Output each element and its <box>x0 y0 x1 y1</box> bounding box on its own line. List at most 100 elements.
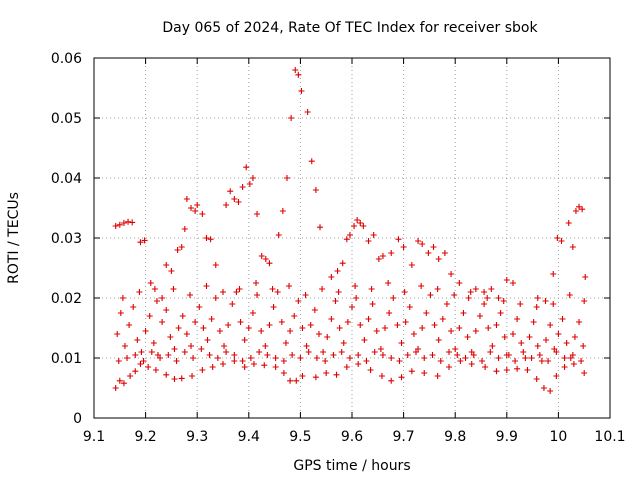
data-point <box>418 283 425 289</box>
data-point <box>231 196 238 202</box>
data-point <box>295 71 302 78</box>
data-point <box>346 355 353 361</box>
data-point <box>388 377 395 384</box>
data-point <box>373 328 380 334</box>
data-point <box>275 232 282 238</box>
data-point <box>485 325 492 331</box>
data-point <box>116 221 123 228</box>
data-point <box>303 343 310 349</box>
data-point <box>460 310 467 316</box>
data-point <box>199 211 206 217</box>
data-point <box>286 283 293 289</box>
data-point <box>192 208 199 214</box>
data-point <box>292 67 299 73</box>
data-point <box>354 217 361 223</box>
data-point <box>572 208 579 214</box>
data-point <box>305 349 312 355</box>
data-point <box>408 262 415 268</box>
data-point <box>514 316 521 322</box>
data-point <box>550 301 557 307</box>
data-point <box>239 358 246 364</box>
data-point <box>344 319 351 325</box>
data-point <box>394 322 401 328</box>
data-point <box>439 316 446 322</box>
data-point <box>200 325 207 331</box>
data-point <box>351 223 358 229</box>
data-point <box>297 355 304 361</box>
x-axis-label: GPS time / hours <box>293 458 410 474</box>
data-point <box>484 295 491 301</box>
data-point <box>134 337 141 343</box>
data-point <box>194 202 201 208</box>
data-point <box>388 250 395 256</box>
data-point <box>168 268 175 274</box>
data-point <box>253 280 260 286</box>
data-point <box>550 271 557 277</box>
data-point <box>223 202 230 208</box>
data-point <box>173 358 180 364</box>
data-point <box>245 325 252 331</box>
data-point <box>239 184 246 190</box>
data-point <box>530 319 537 325</box>
data-point <box>514 365 521 372</box>
data-point <box>545 358 552 364</box>
data-point <box>116 377 123 384</box>
data-point <box>179 313 186 319</box>
data-point <box>349 304 355 310</box>
data-point <box>503 352 510 358</box>
data-point <box>522 355 529 361</box>
data-point <box>288 115 295 121</box>
data-point <box>126 322 133 328</box>
data-point <box>512 358 519 364</box>
data-point <box>398 374 405 381</box>
data-point <box>365 238 372 244</box>
data-point <box>137 361 144 367</box>
data-point <box>333 371 340 378</box>
data-point <box>163 262 170 268</box>
data-point <box>533 376 540 382</box>
data-point <box>451 292 458 298</box>
data-point <box>421 370 428 376</box>
data-point <box>112 223 119 229</box>
data-point <box>576 203 583 210</box>
data-point <box>500 298 507 304</box>
data-point <box>578 358 585 364</box>
data-point <box>419 325 426 331</box>
data-point <box>159 295 166 301</box>
data-point <box>214 355 221 361</box>
data-point <box>141 237 148 244</box>
data-point <box>533 304 540 310</box>
data-point <box>270 304 277 310</box>
data-point <box>369 301 376 307</box>
data-point <box>298 88 305 94</box>
data-point <box>199 367 206 373</box>
data-point <box>229 301 236 307</box>
data-point <box>454 352 461 358</box>
data-point <box>406 304 413 310</box>
data-point <box>448 328 455 334</box>
data-point <box>132 352 139 358</box>
data-point <box>142 328 149 334</box>
data-point <box>467 289 474 295</box>
x-tick-label: 10 <box>549 429 567 445</box>
data-point <box>249 310 256 316</box>
data-point <box>382 325 389 331</box>
data-point <box>315 331 322 337</box>
data-point <box>307 322 314 328</box>
data-point <box>554 235 561 241</box>
data-point <box>487 349 494 355</box>
data-point <box>472 328 479 334</box>
data-point <box>262 256 269 262</box>
data-point <box>145 364 152 370</box>
data-point <box>346 232 353 238</box>
data-point <box>388 355 395 361</box>
data-point <box>563 340 570 346</box>
data-point <box>283 175 290 181</box>
data-point <box>540 385 547 391</box>
data-point <box>322 358 329 364</box>
data-point <box>370 232 377 238</box>
data-point <box>518 340 525 346</box>
data-point <box>363 358 370 364</box>
data-point <box>443 301 450 307</box>
